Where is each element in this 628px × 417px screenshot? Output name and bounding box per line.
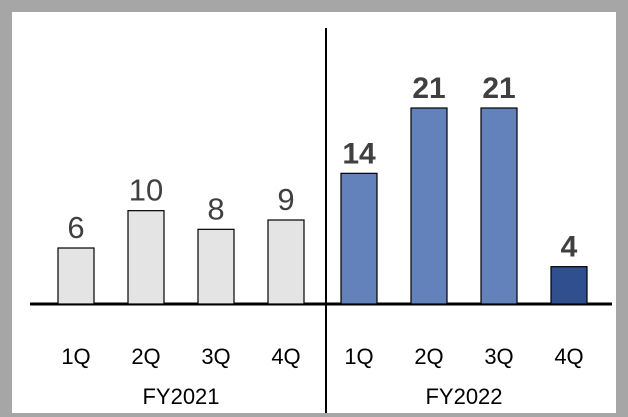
data-label: 6 <box>67 210 84 245</box>
group-label: FY2021 <box>142 384 219 409</box>
data-label: 9 <box>277 182 294 217</box>
bar-fy2022-4q <box>550 266 588 305</box>
tick-label: 3Q <box>484 344 513 369</box>
data-label: 4 <box>561 231 578 264</box>
bar-fy2022-1q <box>340 172 378 305</box>
bar-fy2021-4q <box>267 219 305 305</box>
data-label: 21 <box>412 72 445 105</box>
data-label: 8 <box>207 191 224 226</box>
tick-label: 3Q <box>201 344 230 369</box>
bar-fy2022-2q <box>410 107 448 305</box>
bar-fy2022-3q <box>480 107 518 305</box>
data-label: 10 <box>129 173 163 208</box>
tick-label: 4Q <box>554 344 583 369</box>
tick-label: 4Q <box>271 344 300 369</box>
data-label: 21 <box>482 72 515 105</box>
bar-fy2021-1q <box>57 247 95 305</box>
bar-fy2021-2q <box>127 210 165 305</box>
tick-label: 2Q <box>131 344 160 369</box>
group-label: FY2022 <box>425 384 502 409</box>
tick-label: 1Q <box>61 344 90 369</box>
tick-label: 2Q <box>414 344 443 369</box>
tick-label: 1Q <box>344 344 373 369</box>
data-label: 14 <box>342 137 376 170</box>
bar-fy2021-3q <box>197 228 235 305</box>
